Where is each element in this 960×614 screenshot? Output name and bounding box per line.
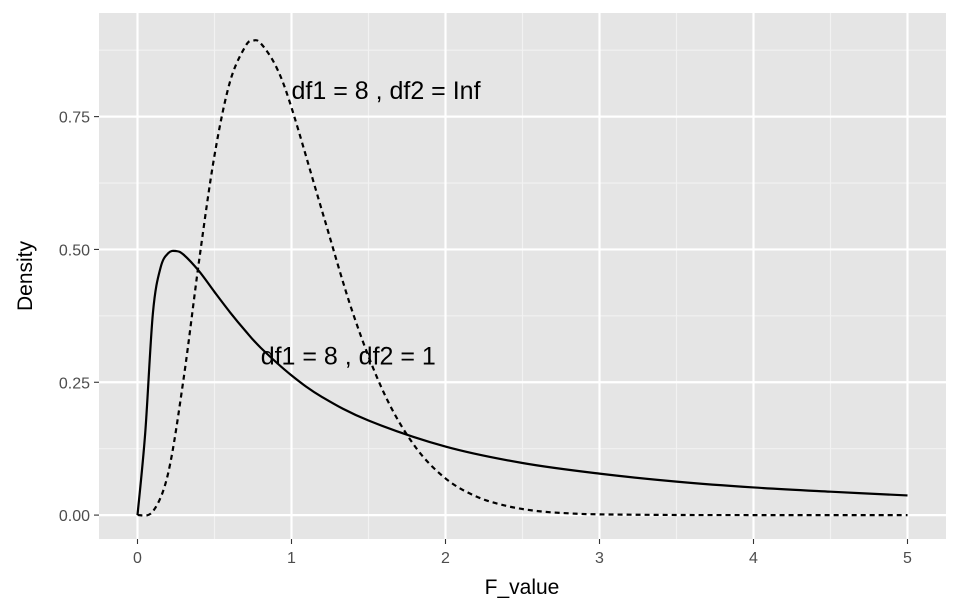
series-line-dashed <box>137 38 908 517</box>
major-gridlines <box>99 13 946 539</box>
annotation-df2-1: df1 = 8 , df2 = 1 <box>261 343 436 371</box>
series-line-solid <box>136 249 908 516</box>
series-layer <box>136 38 908 517</box>
annotation-df2-inf: df1 = 8 , df2 = Inf <box>292 77 481 105</box>
y-tick-label: 0.25 <box>59 375 90 392</box>
annotation-layer: df1 = 8 , df2 = Inf df1 = 8 , df2 = 1 <box>261 77 481 371</box>
y-tick-label: 0.75 <box>59 110 90 127</box>
y-axis-title: Density <box>14 240 37 311</box>
x-tick-label: 3 <box>595 550 604 567</box>
x-tick-label: 5 <box>903 550 912 567</box>
x-axis-ticks: 0 1 2 3 4 5 <box>133 539 912 567</box>
x-tick-label: 1 <box>287 550 296 567</box>
x-axis-title: F_value <box>485 576 560 599</box>
y-axis-ticks: 0.00 0.25 0.50 0.75 <box>59 110 99 525</box>
minor-gridlines <box>99 13 946 539</box>
y-tick-label: 0.50 <box>59 242 90 259</box>
y-tick-label: 0.00 <box>59 508 90 525</box>
x-tick-label: 0 <box>133 550 142 567</box>
x-tick-label: 2 <box>441 550 450 567</box>
x-tick-label: 4 <box>749 550 758 567</box>
